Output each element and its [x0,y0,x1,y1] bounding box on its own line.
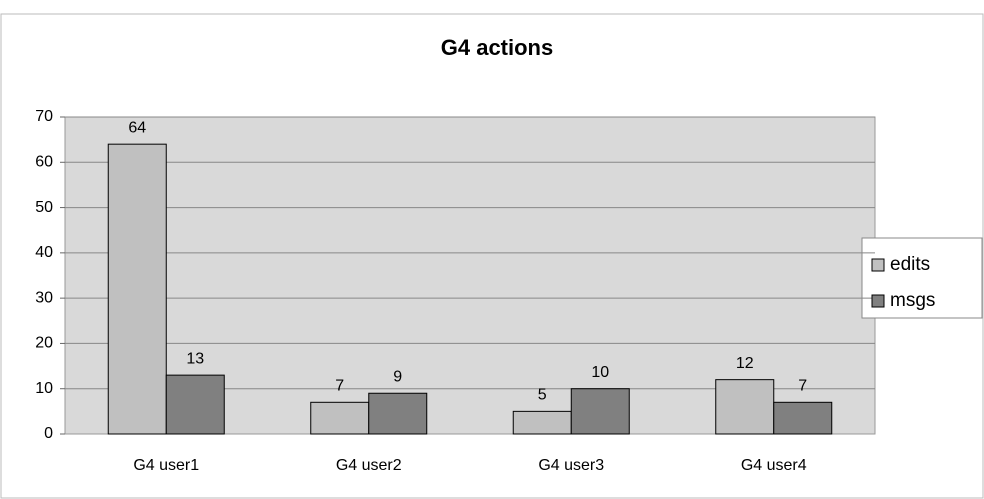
value-label: 7 [335,378,344,395]
legend-swatch [871,294,885,308]
x-tick-label: G4 user1 [133,457,199,474]
value-label: 13 [186,350,204,367]
bar [570,388,630,435]
y-tick-label: 60 [35,154,53,171]
bar [310,401,370,435]
bar [512,410,572,435]
bar [165,374,225,435]
y-tick-label: 50 [35,199,53,216]
x-tick-label: G4 user3 [538,457,604,474]
y-tick-label: 30 [35,289,53,306]
y-tick-label: 40 [35,244,53,261]
legend-label: msgs [890,290,935,311]
value-label: 12 [736,355,754,372]
y-tick-label: 10 [35,380,53,397]
x-tick-label: G4 user4 [741,457,807,474]
value-label: 7 [798,378,807,395]
bar [715,379,775,435]
value-label: 10 [591,364,609,381]
value-label: 64 [128,119,146,136]
value-label: 9 [393,368,402,385]
y-tick-label: 0 [44,425,53,442]
bar [773,401,833,435]
value-label: 5 [538,387,547,404]
bar [368,392,428,435]
chart-title: G4 actions [441,35,553,60]
legend-swatch [871,258,885,272]
y-tick-label: 70 [35,108,53,125]
y-tick-label: 20 [35,335,53,352]
legend-label: edits [890,254,930,275]
bar [107,143,167,435]
x-tick-label: G4 user2 [336,457,402,474]
